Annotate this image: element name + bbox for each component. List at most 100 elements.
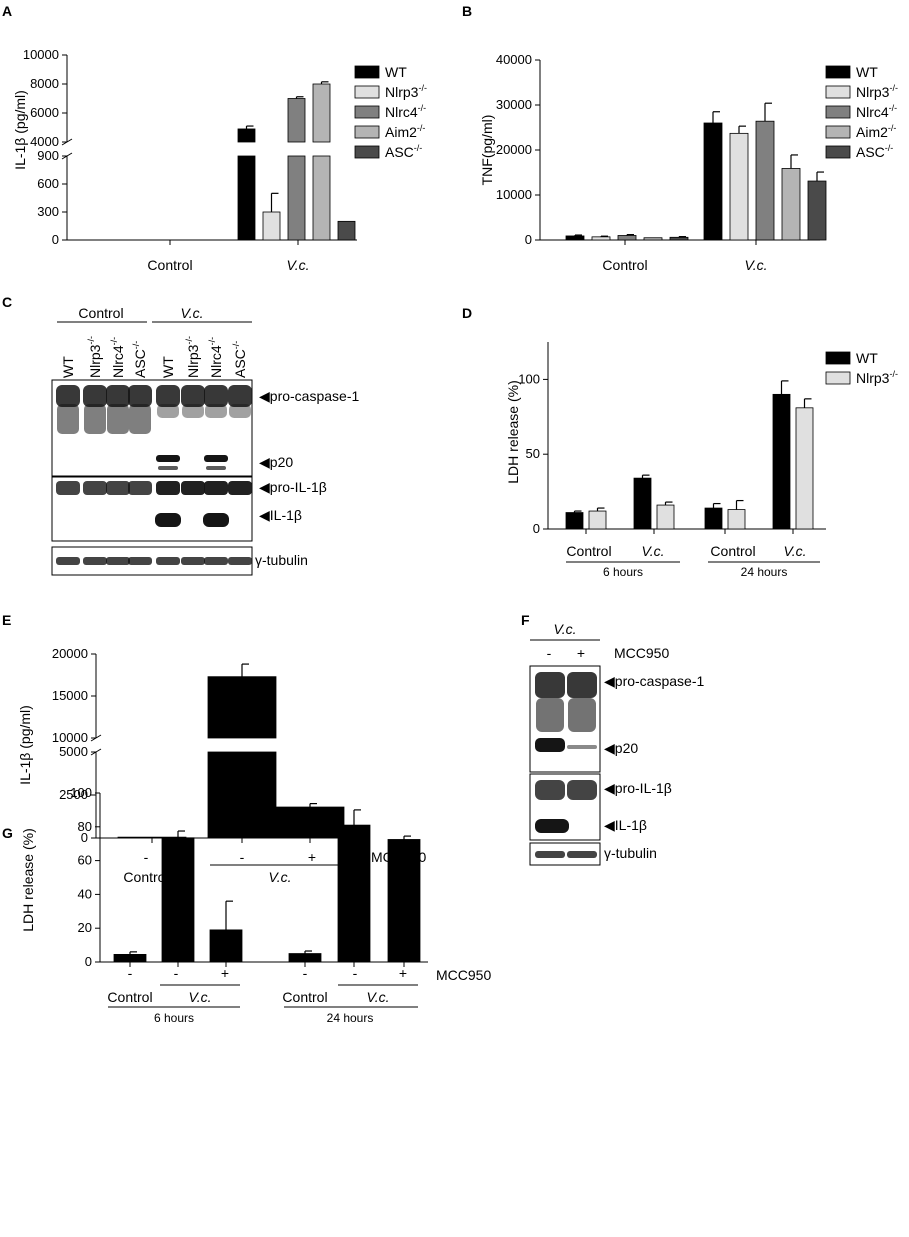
chart-d-category-control-6h: Control xyxy=(566,543,611,559)
blot-c-band-tubulin-7 xyxy=(228,557,252,565)
chart-d-bar-0-0 xyxy=(565,512,584,530)
panel-letter-e: E xyxy=(2,612,11,628)
blot-f-band-proil1b-1 xyxy=(567,780,597,800)
chart-e-ticklabel-lower-1: 2500 xyxy=(59,787,88,802)
blot-f-band-il1b: ◀IL-1β xyxy=(604,817,647,833)
chart-g-time-24h: 24 hours xyxy=(327,1011,374,1025)
blot-c-band-proil1b-5 xyxy=(181,481,205,495)
chart-a-bar-1-1 xyxy=(262,211,281,241)
blot-c-lane-label-6: Nlrc4-/- xyxy=(207,337,224,378)
legend-b-swatch-2 xyxy=(825,105,851,119)
chart-a-bar-3-1-lower xyxy=(312,155,331,241)
legend-b-swatch-3 xyxy=(825,125,851,139)
chart-d-category-control-24h: Control xyxy=(710,543,755,559)
blot-c-band-procasp-0 xyxy=(56,385,80,407)
legend-a-swatch-3 xyxy=(354,125,380,139)
legend-b-entry-2: Nlrc4-/- xyxy=(856,103,897,120)
legend-a-swatch-1 xyxy=(354,85,380,99)
blot-f-lane-plus: + xyxy=(577,645,585,661)
chart-g-ticklabel-3: 60 xyxy=(78,853,92,868)
blot-c-lane-label-1: Nlrp3-/- xyxy=(86,336,103,378)
blot-c-band-p20: ◀p20 xyxy=(259,454,293,470)
chart-g-sign-6: + xyxy=(399,965,407,981)
legend-a-entry-3: Aim2-/- xyxy=(385,123,425,140)
chart-e-sign-1: - xyxy=(144,849,149,865)
blot-c-band-proil1b-1 xyxy=(83,481,107,495)
blot-c-band-mature-il1b-6 xyxy=(203,513,229,527)
chart-d-bar-1-1 xyxy=(656,504,675,530)
chart-e-group-control: Control xyxy=(123,869,168,885)
chart-g-bar-5 xyxy=(387,839,421,963)
panel-letter-f: F xyxy=(521,612,530,628)
blot-c-band-p20-6 xyxy=(204,455,228,462)
blot-f-band-pro-il1b: ◀pro-IL-1β xyxy=(604,780,672,796)
chart-e-ticklabel-upper-1: 15000 xyxy=(52,688,88,703)
blot-c-band-mature-il1b-4 xyxy=(155,513,181,527)
chart-d-category-vc-6h: V.c. xyxy=(641,543,664,559)
blot-f-band-p20: ◀p20 xyxy=(604,740,638,756)
chart-g-group-vc-6h: V.c. xyxy=(188,989,211,1005)
blot-c-lane-label-3: ASC-/- xyxy=(131,341,148,378)
blot-f-band-p20-1 xyxy=(567,745,597,749)
chart-b-bar-1-0 xyxy=(591,236,611,241)
chart-g-ticklabel-4: 80 xyxy=(78,819,92,834)
chart-d-bar-0-1 xyxy=(633,477,652,530)
blot-f-treatment: MCC950 xyxy=(614,645,669,661)
blot-c-band-procasp-6 xyxy=(204,385,228,407)
blot-c-lane-label-2: Nlrc4-/- xyxy=(109,337,126,378)
chart-g-group-control-24h: Control xyxy=(282,989,327,1005)
chart-d-category-vc-24h: V.c. xyxy=(783,543,806,559)
blot-c-band-tubulin-3 xyxy=(128,557,152,565)
chart-g-treatment-label: MCC950 xyxy=(436,967,491,983)
blot-c-band-procasp-4 xyxy=(156,385,180,407)
panel-letter-g: G xyxy=(2,825,13,841)
chart-e-bar-2 xyxy=(275,806,345,839)
blot-c-band-tubulin-0 xyxy=(56,557,80,565)
chart-d-bar-0-2 xyxy=(704,507,723,530)
legend-b-swatch-4 xyxy=(825,145,851,159)
blot-c-vc-label: V.c. xyxy=(180,305,203,321)
blot-c-control-label: Control xyxy=(78,305,123,321)
chart-a-ticklabel-upper-1: 6000 xyxy=(30,105,59,120)
chart-b-ticklabel-2: 20000 xyxy=(496,142,532,157)
chart-b-ticklabel-3: 30000 xyxy=(496,97,532,112)
chart-a-ticklabel-upper-2: 8000 xyxy=(30,76,59,91)
blot-c-band-proil1b-2 xyxy=(106,481,130,495)
blot-f-vc-label: V.c. xyxy=(553,621,576,637)
chart-a-ticklabel-upper-3: 10000 xyxy=(23,47,59,62)
blot-c-band-proil1b-6 xyxy=(204,481,228,495)
chart-b-bar-3-1 xyxy=(781,168,801,241)
blot-f-band-proil1b-0 xyxy=(535,780,565,800)
chart-e-ylabel: IL-1β (pg/ml) xyxy=(17,705,33,785)
chart-b-category-control: Control xyxy=(602,257,647,273)
chart-b-ticklabel-0: 0 xyxy=(525,232,532,247)
chart-g-sign-5: - xyxy=(353,965,358,981)
blot-c-smear-5 xyxy=(182,404,204,418)
blot-c-smear-6 xyxy=(205,404,227,418)
chart-g-ticklabel-2: 40 xyxy=(78,886,92,901)
blot-c-lane-label-4: WT xyxy=(160,356,176,378)
chart-b-ylabel: TNF(pg/ml) xyxy=(479,115,495,186)
chart-a-bar-2-1-lower xyxy=(287,155,306,241)
chart-d-group-6h: 6 hours xyxy=(603,565,643,579)
chart-g-bar-4 xyxy=(337,824,371,963)
legend-a-swatch-2 xyxy=(354,105,380,119)
blot-c-band-p20b-6 xyxy=(206,466,226,470)
blot-c-lane-label-5: Nlrp3-/- xyxy=(184,336,201,378)
legend-a-entry-1: Nlrp3-/- xyxy=(385,83,427,100)
legend-b-entry-0: WT xyxy=(856,64,878,80)
chart-g-ticklabel-1: 20 xyxy=(78,920,92,935)
chart-e-bar-1-lower xyxy=(207,751,277,839)
blot-f-band-mature-il1b-0 xyxy=(535,819,569,833)
blot-c-band-proil1b-7 xyxy=(228,481,252,495)
blot-c-lane-label-0: WT xyxy=(60,356,76,378)
chart-d-bar-1-0 xyxy=(588,510,607,530)
legend-a-swatch-4 xyxy=(354,145,380,159)
chart-b-ticklabel-1: 10000 xyxy=(496,187,532,202)
chart-g-time-6h: 6 hours xyxy=(154,1011,194,1025)
blot-c-smear-3 xyxy=(129,404,151,434)
blot-c-smear-4 xyxy=(157,404,179,418)
chart-g-bar-2 xyxy=(209,929,243,963)
chart-g-bar-0 xyxy=(113,953,147,963)
blot-c-band-gamma-tubulin: γ-tubulin xyxy=(255,552,308,568)
